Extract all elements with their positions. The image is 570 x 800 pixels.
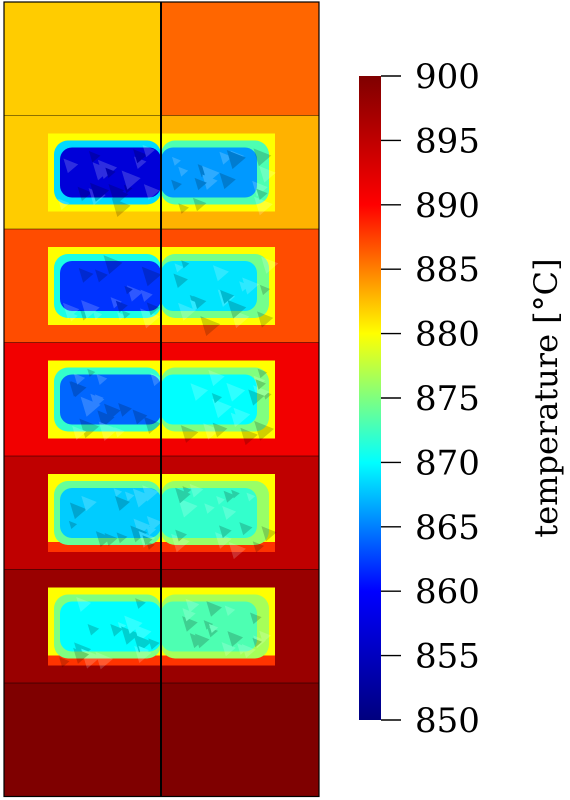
inclusion-3-left-mesh: [69, 368, 164, 442]
layer-7-right: [161, 683, 319, 797]
colorbar-tick-label-900: 900: [415, 57, 480, 97]
inclusion-5-left-hot-rim: [48, 655, 161, 666]
colorbar-gradient: [359, 76, 381, 720]
inclusion-1-right-core: [161, 147, 257, 198]
inclusion-2-left-core: [60, 261, 161, 311]
inclusion-1-left-core: [60, 147, 161, 198]
inclusion-3-left-core: [60, 374, 161, 425]
layer-1: [4, 2, 319, 116]
inclusion-2: [48, 247, 279, 337]
inclusion-4: [48, 474, 277, 560]
inclusion-5-right-mesh: [182, 598, 271, 659]
inclusion-2-right-mesh: [173, 256, 279, 337]
colorbar: 850 855 860 865 870 875 880 885 890 895 900 temper…: [359, 57, 565, 741]
inclusion-2-right-core: [161, 261, 257, 311]
inclusion-5-right-hot-rim: [161, 655, 275, 666]
colorbar-tick-label-870: 870: [415, 443, 480, 483]
inclusion-3: [48, 360, 275, 446]
layer-7-left: [4, 683, 161, 797]
inclusion-4-left-hot-rim: [48, 542, 161, 552]
colorbar-ticks: 850 855 860 865 870 875 880 885 890 895 900: [381, 57, 480, 741]
colorbar-tick-label-865: 865: [415, 508, 480, 548]
colorbar-tick-label-875: 875: [415, 379, 480, 419]
inclusion-5-left-mesh: [59, 596, 160, 670]
layer-7: [4, 683, 319, 797]
inclusion-4-right-mesh: [171, 483, 277, 560]
inclusion-5: [48, 587, 275, 670]
layer-1-right: [161, 2, 319, 116]
inclusion-1-left-mesh: [58, 144, 160, 217]
colorbar-tick-label-850: 850: [415, 701, 480, 741]
colorbar-title: temperature [°C]: [527, 258, 565, 537]
colorbar-tick-label-885: 885: [415, 250, 480, 290]
colorbar-tick-label-860: 860: [415, 572, 480, 612]
inclusion-2-left-mesh: [62, 255, 162, 329]
inclusion-3-right-core: [161, 374, 257, 425]
inclusion-4-right-core: [161, 488, 257, 538]
layer-1-left: [4, 2, 161, 116]
temperature-field: [3, 1, 320, 798]
inclusion-4-left-mesh: [68, 485, 162, 550]
inclusion-3-right-mesh: [180, 368, 275, 446]
colorbar-tick-label-890: 890: [415, 186, 480, 226]
inclusion-5-left-core: [60, 601, 161, 652]
colorbar-tick-label-895: 895: [415, 121, 480, 161]
inclusion-4-left-core: [60, 488, 161, 538]
colorbar-tick-label-855: 855: [415, 637, 480, 677]
mesh-lines: [3, 1, 320, 798]
inclusion-4-right-hot-rim: [161, 542, 275, 552]
colorbar-tick-label-880: 880: [415, 315, 480, 355]
inclusion-1: [48, 133, 276, 217]
inclusion-1-right-mesh: [171, 148, 276, 216]
inclusion-5-right-core: [161, 601, 257, 652]
